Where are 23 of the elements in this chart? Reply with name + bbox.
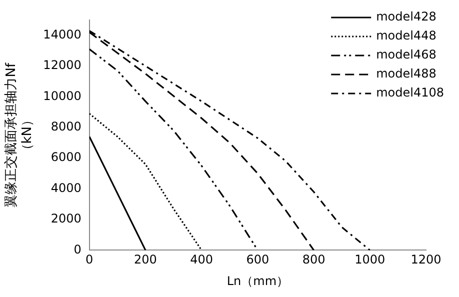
legend-label: model428: [376, 10, 436, 24]
legend-label: model448: [376, 28, 436, 43]
line-series: [89, 112, 202, 250]
x-tick-label: 600: [246, 252, 270, 267]
y-tick-label: 4000: [50, 180, 82, 195]
y-axis-title: 翼缘正交截面承担轴力Nf （kN）: [3, 62, 35, 208]
y-tick-label: 0: [74, 242, 82, 256]
y-tick-label: 14000: [43, 27, 82, 42]
x-axis-title: Ln（mm）: [226, 274, 289, 288]
legend-label: model4108: [376, 86, 444, 100]
x-tick-label: 0: [86, 252, 94, 267]
y-tick-label: 6000: [50, 150, 82, 164]
y-tick-label: 10000: [43, 88, 82, 103]
y-tick-label: 8000: [50, 120, 82, 134]
x-tick-label: 1200: [410, 252, 442, 267]
legend-label: model488: [376, 66, 436, 81]
legend-label: model468: [376, 48, 436, 62]
y-tick-label: 2000: [50, 212, 82, 226]
x-tick-label: 800: [302, 252, 326, 267]
y-tick-label: 12000: [43, 58, 82, 72]
x-tick-label: 1000: [354, 252, 386, 267]
x-tick-label: 400: [190, 252, 214, 267]
x-tick-label: 200: [134, 252, 157, 267]
